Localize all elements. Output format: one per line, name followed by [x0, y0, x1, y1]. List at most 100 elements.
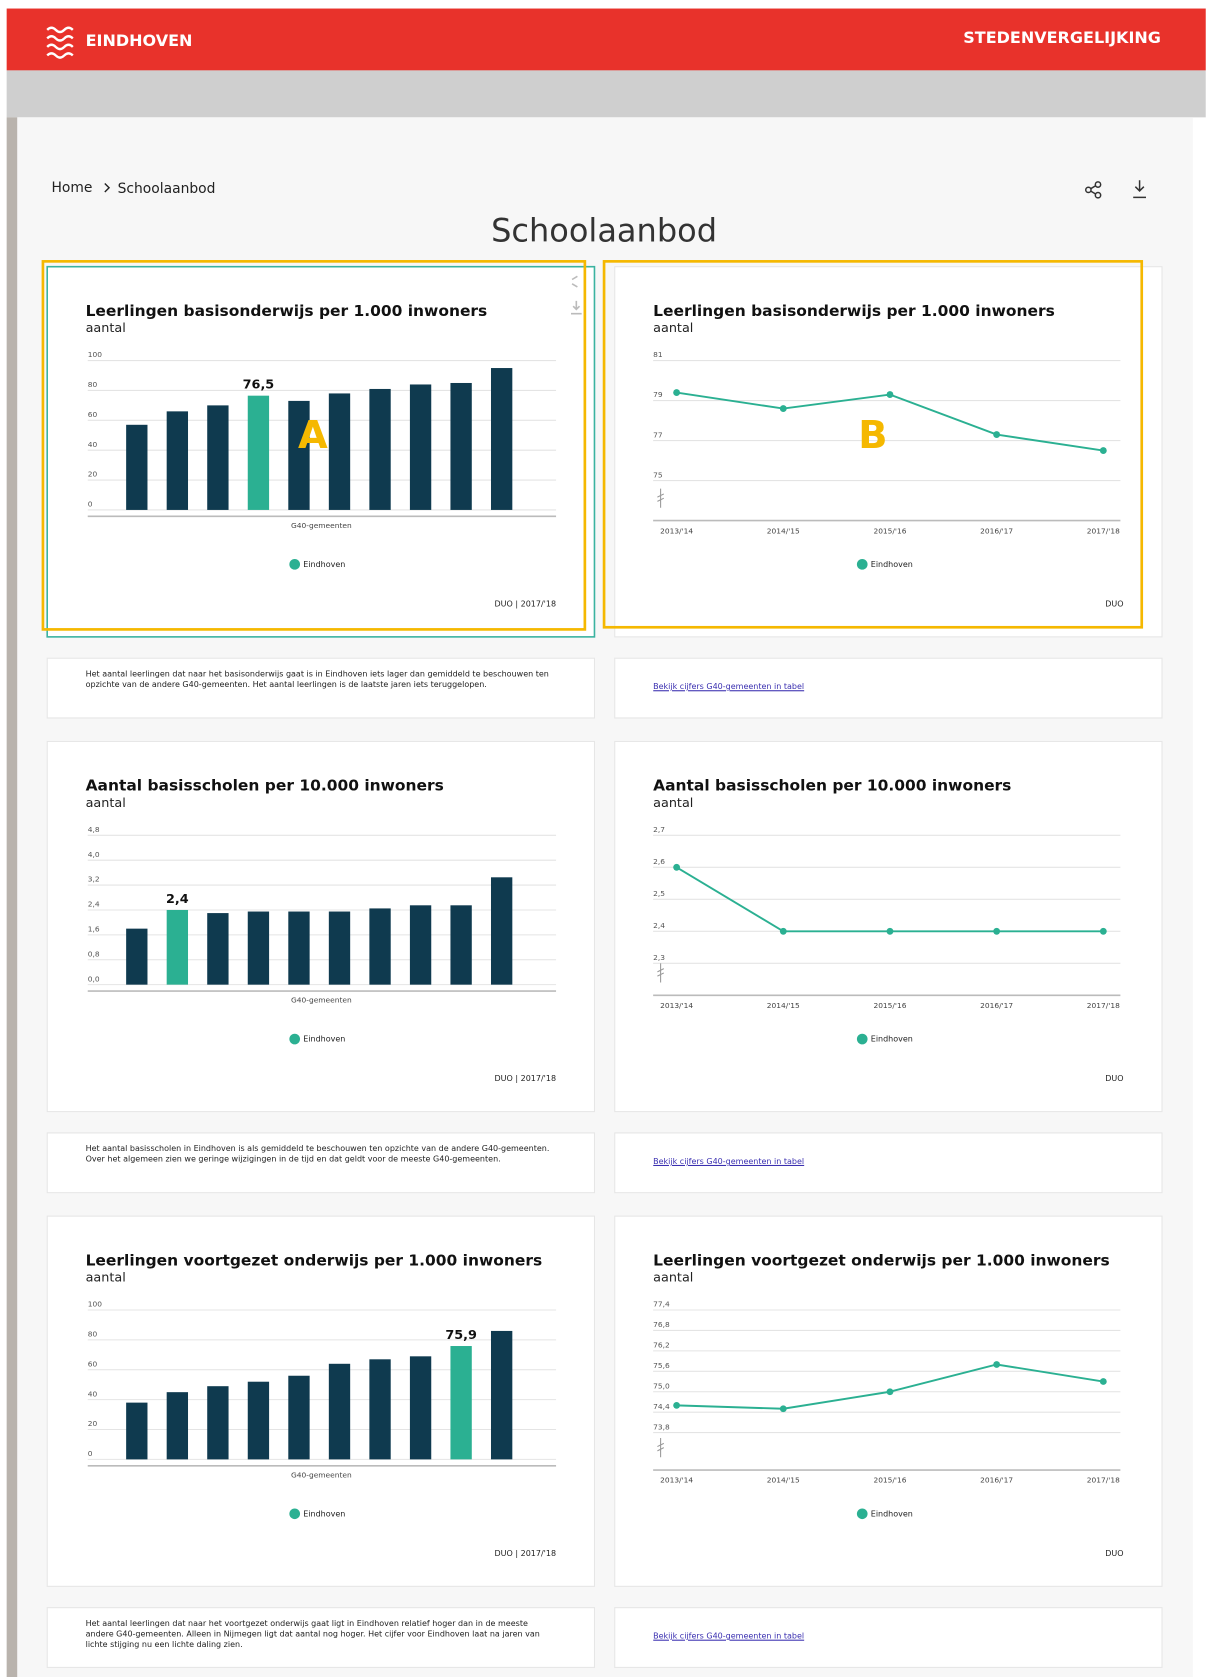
bar: [328, 1363, 351, 1460]
x-tick-label: 2016/'17: [980, 1001, 1013, 1010]
bar: [328, 393, 351, 510]
text-box: [46, 1132, 595, 1194]
bar: [369, 1359, 391, 1460]
chart-title: Aantal basisscholen per 10.000 inwoners: [653, 777, 1011, 795]
y-tick-label: 20: [88, 470, 98, 479]
bar: [409, 905, 432, 985]
y-tick-label: 79: [653, 390, 663, 399]
x-tick-label: 2016/'17: [980, 1476, 1013, 1485]
legend-label: Eindhoven: [303, 560, 345, 569]
chart-title: Leerlingen basisonderwijs per 1.000 inwo…: [86, 302, 488, 320]
annotation-box: [602, 260, 1144, 629]
logo-text[interactable]: EINDHOVEN: [86, 31, 193, 50]
legend-marker: [289, 559, 301, 570]
share-icon[interactable]: [1084, 181, 1102, 199]
y-tick-label: 2,6: [653, 857, 665, 866]
bar: [409, 1356, 432, 1460]
y-tick-label: 80: [88, 1330, 98, 1339]
legend-label: Eindhoven: [871, 560, 913, 569]
description-text: Het aantal leerlingen dat naar het voort…: [85, 1618, 540, 1650]
description: Het aantal leerlingen dat naar het basis…: [86, 669, 549, 689]
y-tick-label: 75: [653, 470, 663, 479]
legend-label: Eindhoven: [303, 1035, 345, 1044]
x-tick-label: 2015/'16: [873, 1001, 906, 1010]
y-tick-label: 2,4: [653, 921, 665, 930]
bar: [126, 928, 148, 985]
y-tick-label: 100: [88, 1300, 102, 1309]
bar: [490, 1330, 513, 1460]
bar: [207, 913, 229, 985]
annotation-label: A: [298, 413, 328, 458]
data-point: [993, 431, 1001, 438]
table-link-text[interactable]: Bekijk cijfers G40-gemeenten in tabel: [653, 681, 805, 692]
x-tick-label: 2014/'15: [767, 526, 800, 535]
table-link-text[interactable]: Bekijk cijfers G40-gemeenten in tabel: [653, 1631, 805, 1641]
x-tick-label: 2013/'14: [660, 1476, 693, 1485]
y-tick-label: 3,2: [88, 875, 100, 884]
legend-label: Eindhoven: [871, 1509, 913, 1518]
y-tick-label: 75,6: [653, 1361, 670, 1370]
y-tick-label: 74,4: [653, 1402, 670, 1411]
data-point: [993, 1361, 1001, 1368]
bar: [247, 395, 270, 510]
data-label: 2,4: [166, 892, 189, 907]
table-link: Bekijk cijfers G40-gemeenten in tabel: [653, 681, 805, 692]
panel-download-icon[interactable]: [570, 300, 582, 315]
axis-break: [657, 963, 665, 983]
axis-break: [657, 488, 665, 508]
bar: [288, 1375, 310, 1460]
y-tick-label: 76,2: [653, 1341, 670, 1350]
y-tick-label: 100: [88, 350, 102, 359]
y-tick-label: 0,8: [88, 949, 100, 958]
y-tick-label: 73,8: [653, 1422, 670, 1431]
nav-link[interactable]: STEDENVERGELIJKING: [963, 28, 1161, 47]
chart-subtitle: aantal: [86, 1271, 126, 1286]
x-tick-label: 2015/'16: [873, 1476, 906, 1485]
data-point: [1099, 1378, 1107, 1385]
data-point: [779, 405, 787, 412]
bar: [450, 905, 472, 985]
y-tick-label: 77,4: [653, 1300, 670, 1309]
x-tick-label: 2015/'16: [873, 526, 906, 535]
x-tick-label: 2013/'14: [660, 526, 693, 535]
y-tick-label: 0,0: [88, 974, 100, 983]
table-link-text[interactable]: Bekijk cijfers G40-gemeenten in tabel: [653, 1156, 805, 1167]
legend-marker: [856, 1508, 868, 1520]
description: Het aantal leerlingen dat naar het voort…: [85, 1618, 540, 1650]
data-point: [1099, 927, 1107, 935]
chart-title: Aantal basisscholen per 10.000 inwoners: [86, 777, 444, 795]
chart-title: Leerlingen voortgezet onderwijs per 1.00…: [653, 1251, 1110, 1269]
y-tick-label: 60: [88, 410, 98, 419]
data-point: [673, 863, 681, 871]
x-tick-label: 2014/'15: [767, 1476, 800, 1485]
bar: [490, 368, 513, 510]
bar: [126, 1402, 148, 1460]
x-axis-label: G40-gemeenten: [291, 521, 352, 530]
bar: [166, 411, 189, 510]
bar: [369, 908, 391, 985]
panel-share-icon[interactable]: [571, 275, 578, 288]
bar: [207, 1386, 229, 1460]
download-icon[interactable]: [1133, 180, 1146, 199]
table-link: Bekijk cijfers G40-gemeenten in tabel: [653, 1631, 805, 1641]
text-box: [46, 657, 595, 719]
y-tick-label: 2,5: [653, 889, 665, 898]
legend-marker: [289, 1508, 301, 1520]
y-tick-label: 4,0: [88, 850, 100, 859]
chart-subtitle: aantal: [86, 796, 126, 811]
y-tick-label: 0: [88, 1449, 93, 1458]
data-point: [779, 927, 787, 935]
chart-source: DUO | 2017/'18: [495, 1549, 557, 1558]
description: Het aantal basisscholen in Eindhoven is …: [86, 1144, 550, 1164]
y-tick-label: 20: [88, 1419, 98, 1428]
axis-break: [657, 1438, 665, 1458]
breadcrumb-home[interactable]: Home: [51, 180, 92, 196]
chart-source: DUO: [1105, 1549, 1123, 1558]
chart-subtitle: aantal: [653, 796, 693, 811]
bar: [166, 1392, 189, 1460]
legend-label: Eindhoven: [303, 1509, 345, 1518]
header-bar: [6, 8, 1206, 71]
data-point: [779, 1405, 787, 1413]
legend-marker: [856, 559, 868, 570]
chart-source: DUO: [1105, 1074, 1123, 1083]
